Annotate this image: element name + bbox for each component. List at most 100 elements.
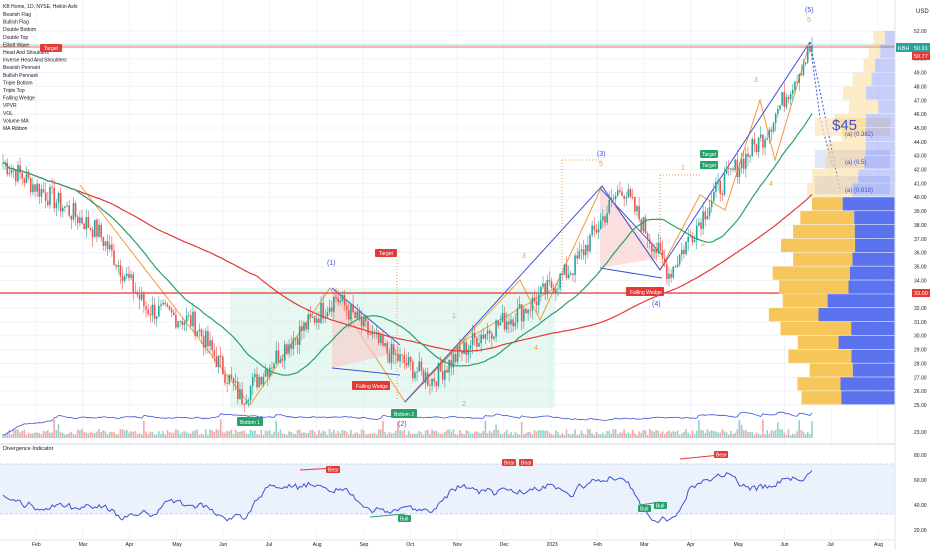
volume-bar (745, 429, 747, 438)
legend-item[interactable]: Triple Bottom (3, 80, 33, 86)
candle-body (514, 322, 517, 327)
candle-body (407, 357, 410, 366)
candle-body (232, 378, 235, 383)
legend-item[interactable]: Double Top (3, 35, 28, 41)
volume-bar (123, 430, 126, 438)
falling-wedge-tag-1[interactable]: Falling Wedge (352, 381, 390, 390)
target-tag-3[interactable]: Target (700, 150, 718, 158)
time-tick: Apr (687, 542, 695, 548)
candle-body (659, 242, 662, 251)
bull-tag-1[interactable]: Bull (398, 515, 411, 523)
candle-body (621, 191, 623, 196)
volume-bar (685, 429, 687, 438)
bull-tag-3[interactable]: Bull (654, 502, 667, 510)
candle-body (591, 225, 593, 235)
volume-bar (49, 432, 51, 438)
candle-body (458, 346, 461, 352)
candle-body (409, 357, 412, 362)
price-tick: 44.00 (914, 140, 927, 146)
bear-tag-1[interactable]: Bear (326, 466, 340, 474)
volume-bar (535, 431, 538, 438)
candle-body (572, 273, 574, 276)
legend-item[interactable]: Falling Wedge (3, 96, 35, 102)
volume-bar (232, 434, 235, 438)
vpvr-bar-up (827, 141, 866, 156)
legend-item[interactable]: Head And Shoulders (3, 50, 49, 56)
target-tag-1[interactable]: Target (40, 44, 62, 52)
volume-bar (584, 434, 587, 438)
vpvr-bar-down (849, 266, 895, 280)
legend-item[interactable]: Bearish Pennant (3, 65, 41, 71)
volume-bar (497, 429, 500, 438)
legend-item[interactable]: VPVR (3, 103, 17, 109)
candle-body (774, 113, 777, 124)
candle-body (625, 197, 628, 199)
bear-tag-4[interactable]: Bear (714, 451, 728, 459)
candle-body (689, 236, 692, 238)
candle-body (550, 281, 553, 289)
bull-tag-2[interactable]: Bull (638, 505, 651, 513)
vpvr-bar-down (855, 238, 895, 253)
falling-wedge-tag-2[interactable]: Falling Wedge (626, 287, 664, 296)
legend-item[interactable]: Double Bottom (3, 27, 36, 33)
legend-item[interactable]: VOL (3, 111, 13, 117)
legend-item[interactable]: Bullish Pennant (3, 73, 38, 79)
legend-item[interactable]: Bullish Flag (3, 20, 29, 26)
legend-item[interactable]: Bearish Flag (3, 12, 31, 18)
volume-bar (158, 431, 160, 438)
target-tag-4[interactable]: Target (700, 161, 718, 169)
candle-body (102, 237, 105, 246)
candle-body (806, 47, 809, 63)
volume-bar (800, 429, 803, 438)
volume-bar (751, 431, 754, 438)
candle-body (727, 167, 730, 169)
candle-body (68, 205, 70, 216)
candle-body (742, 158, 745, 169)
candle-body (800, 73, 803, 75)
volume-bar (529, 432, 532, 438)
candle-body (367, 321, 369, 335)
candle-body (631, 196, 634, 198)
candle-body (781, 92, 783, 106)
volume-bar (42, 431, 45, 438)
bottom-2-tag[interactable]: Bottom 2 (391, 409, 417, 418)
legend-item[interactable]: Volume MA (3, 118, 29, 124)
volume-bar (610, 433, 613, 438)
price-axis[interactable] (895, 0, 932, 550)
volume-bar (292, 433, 295, 438)
time-tick: Jun (780, 542, 788, 548)
candle-body (426, 372, 429, 386)
target-tag-2[interactable]: Target (375, 249, 397, 257)
candle-body (155, 316, 158, 319)
price-tick: 31.00 (914, 320, 927, 326)
volume-bar (495, 424, 497, 438)
volume-bar (382, 420, 384, 438)
candle-body (249, 385, 252, 400)
volume-bar (83, 432, 85, 438)
volume-bar (269, 430, 271, 438)
vpvr-bar-down (865, 127, 895, 142)
legend-item[interactable]: Inverse Head And Shoulders (3, 58, 67, 64)
candle-body (732, 168, 734, 170)
volume-bar (418, 431, 421, 438)
volume-bar (350, 429, 352, 438)
sub-1-label-a: 1 (452, 313, 456, 320)
bear-tag-3[interactable]: Bear (519, 459, 533, 467)
bear-tag-2[interactable]: Bear (502, 459, 516, 467)
volume-bar (435, 430, 438, 438)
bottom-1-tag[interactable]: Bottom 1 (237, 417, 263, 426)
legend-item[interactable]: Triple Top (3, 88, 25, 94)
volume-bar (469, 433, 472, 438)
level-price-tag (912, 289, 930, 297)
volume-bar (473, 431, 476, 438)
volume-bar (646, 434, 649, 438)
candle-body (456, 346, 459, 362)
volume-bar (698, 420, 700, 438)
candle-body (439, 363, 442, 372)
volume-bar (369, 433, 371, 438)
legend-item[interactable]: MA Ribbon (3, 126, 28, 132)
candle-body (578, 251, 581, 259)
legend-item[interactable]: Elliott Wave (3, 42, 29, 48)
